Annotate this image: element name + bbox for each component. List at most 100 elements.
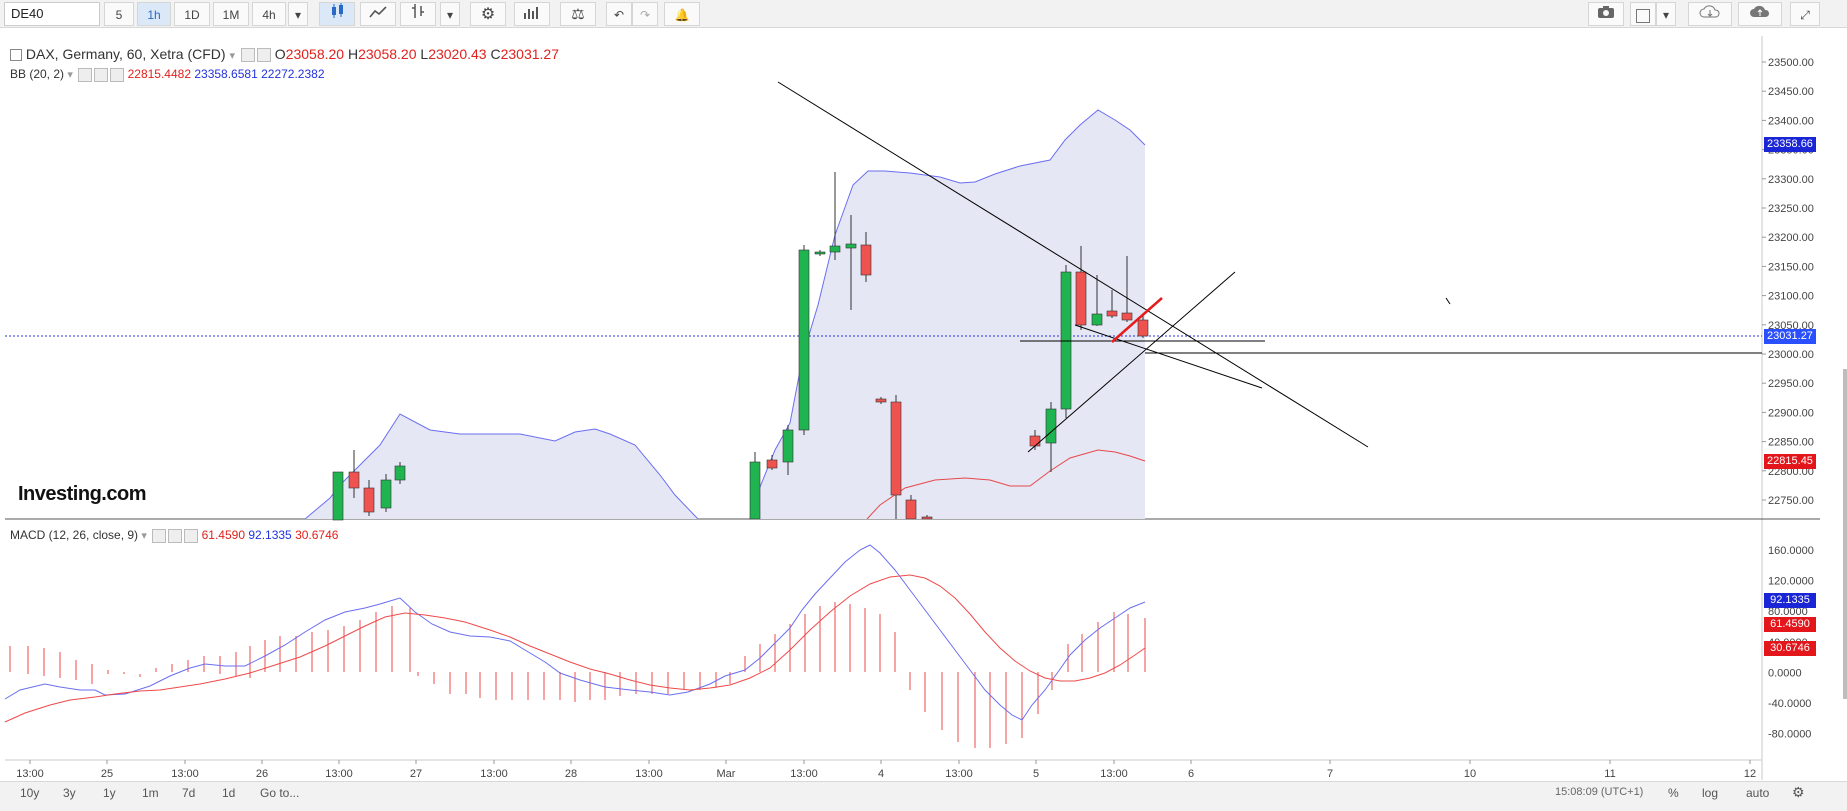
- bars-icon: [412, 4, 424, 18]
- percent-toggle[interactable]: %: [1668, 786, 1679, 800]
- eye-icon[interactable]: [240, 48, 255, 63]
- goto-button[interactable]: Go to...: [260, 786, 300, 800]
- open-label: O: [274, 46, 286, 62]
- drawing-tools-button[interactable]: [400, 2, 436, 26]
- candle-body[interactable]: [860, 244, 872, 276]
- range-1m-button[interactable]: 1m: [142, 786, 159, 800]
- candles-button[interactable]: [319, 2, 355, 26]
- cloud-download-icon: [1699, 5, 1720, 18]
- macd-hist-value: 61.4590: [201, 528, 245, 542]
- settings-button[interactable]: ⚙: [470, 2, 506, 26]
- time-tick-label: 10: [1464, 768, 1476, 780]
- candle-body[interactable]: [905, 499, 917, 520]
- settings-icon[interactable]: [94, 67, 109, 82]
- bb-upper-value: 22272.2382: [261, 67, 325, 81]
- trendline-1[interactable]: [777, 81, 1369, 448]
- settings-icon[interactable]: [168, 528, 183, 543]
- bb-upper-line-1: [304, 413, 699, 520]
- price-axis[interactable]: 23500.0023450.0023400.0023350.0023300.00…: [1762, 57, 1814, 507]
- interval-dropdown-button[interactable]: ▾: [288, 2, 308, 26]
- range-7d-button[interactable]: 7d: [182, 786, 196, 800]
- fullscreen-button[interactable]: ⤢: [1790, 2, 1820, 26]
- candle-body[interactable]: [1121, 312, 1133, 321]
- chart-type-dropdown-button[interactable]: ▾: [440, 2, 460, 26]
- range-3y-button[interactable]: 3y: [63, 786, 76, 800]
- candle-body[interactable]: [814, 251, 826, 255]
- chevron-down-icon[interactable]: ▾: [229, 50, 235, 62]
- interval-5-button[interactable]: 5: [104, 2, 134, 26]
- interval-1m-button[interactable]: 1M: [213, 2, 249, 26]
- candle-body[interactable]: [749, 461, 761, 520]
- layout-button[interactable]: [1630, 2, 1656, 26]
- chevron-down-icon[interactable]: ▾: [67, 69, 73, 81]
- price-tick-label: 23400.00: [1768, 115, 1814, 127]
- range-10y-button[interactable]: 10y: [20, 786, 40, 800]
- time-axis[interactable]: 13:00 25 13:00 26 13:00 27 13:00 28 13:00 Mar 13:0…: [16, 760, 1756, 780]
- interval-4h-button[interactable]: 4h: [252, 2, 286, 26]
- range-1d-button[interactable]: 1d: [222, 786, 236, 800]
- candle-body[interactable]: [1029, 435, 1041, 447]
- candle-body[interactable]: [1106, 310, 1118, 317]
- snapshot-button[interactable]: [1588, 2, 1624, 26]
- trendline-3[interactable]: [1074, 324, 1263, 389]
- symbol-input[interactable]: DE40: [4, 2, 100, 26]
- range-1y-button[interactable]: 1y: [103, 786, 116, 800]
- candle-body[interactable]: [845, 243, 857, 249]
- load-layout-button[interactable]: [1688, 2, 1732, 26]
- log-toggle[interactable]: log: [1702, 786, 1719, 800]
- bottom-bar: 10y 3y 1y 1m 7d 1d Go to... 15:08:09 (UT…: [0, 781, 1847, 811]
- auto-toggle[interactable]: auto: [1746, 786, 1770, 800]
- add-alert-button[interactable]: 🔔: [664, 2, 700, 26]
- close-icon[interactable]: [110, 67, 125, 82]
- candle-body[interactable]: [363, 487, 375, 513]
- candle-body[interactable]: [1091, 313, 1103, 326]
- candle-body[interactable]: [1075, 271, 1087, 326]
- candle-body[interactable]: [348, 471, 360, 489]
- scrollbar-thumb[interactable]: [1843, 369, 1847, 699]
- close-icon[interactable]: [184, 528, 199, 543]
- high-label: H: [347, 46, 359, 62]
- layout-dropdown-button[interactable]: ▾: [1656, 2, 1676, 26]
- time-tick-label: 5: [1033, 768, 1039, 780]
- chevron-down-icon[interactable]: ▾: [141, 530, 147, 542]
- indicators-button[interactable]: [360, 2, 396, 26]
- last-price-tag: 23031.27: [1764, 329, 1816, 344]
- red-trendline[interactable]: [1111, 297, 1163, 343]
- candle-body[interactable]: [829, 245, 841, 253]
- candle-body[interactable]: [394, 465, 406, 481]
- interval-1d-button[interactable]: 1D: [174, 2, 210, 26]
- time-tick-label: 26: [256, 768, 268, 780]
- candle-body[interactable]: [1137, 319, 1149, 337]
- bb-legend: BB (20, 2) ▾ 22815.4482 23358.6581 22272…: [10, 67, 325, 82]
- eye-icon[interactable]: [152, 528, 167, 543]
- candle-body[interactable]: [380, 479, 392, 509]
- gear-icon: ⚙: [480, 6, 496, 23]
- eye-icon[interactable]: [78, 67, 93, 82]
- scales-icon: ⚖: [571, 6, 585, 23]
- redo-button[interactable]: ↷: [632, 2, 658, 26]
- indicators-menu-button[interactable]: [514, 2, 550, 26]
- trendline-2[interactable]: [1027, 271, 1236, 453]
- candle-body[interactable]: [1060, 271, 1072, 410]
- candle-body[interactable]: [332, 471, 344, 521]
- time-tick-label: 28: [565, 768, 577, 780]
- interval-1h-button[interactable]: 1h: [137, 2, 171, 26]
- candle-body[interactable]: [766, 459, 778, 469]
- candle-body[interactable]: [782, 429, 794, 463]
- candle-body[interactable]: [1045, 408, 1057, 444]
- candle-body[interactable]: [921, 516, 933, 520]
- save-layout-button[interactable]: [1738, 2, 1782, 26]
- candle-body[interactable]: [798, 249, 810, 431]
- undo-button[interactable]: ↶: [606, 2, 632, 26]
- compare-button[interactable]: ⚖: [560, 2, 596, 26]
- settings-icon[interactable]: [256, 48, 271, 63]
- clock-text: 15:08:09 (UTC+1): [1555, 786, 1644, 798]
- candle-body[interactable]: [875, 398, 887, 403]
- gear-icon[interactable]: ⚙: [1792, 784, 1805, 800]
- collapse-icon[interactable]: [10, 49, 22, 62]
- macd-tick-label: 160.0000: [1768, 545, 1814, 557]
- candlestick-series[interactable]: [332, 172, 1149, 521]
- vertical-scrollbar[interactable]: [1843, 36, 1847, 781]
- candle-body[interactable]: [890, 401, 902, 496]
